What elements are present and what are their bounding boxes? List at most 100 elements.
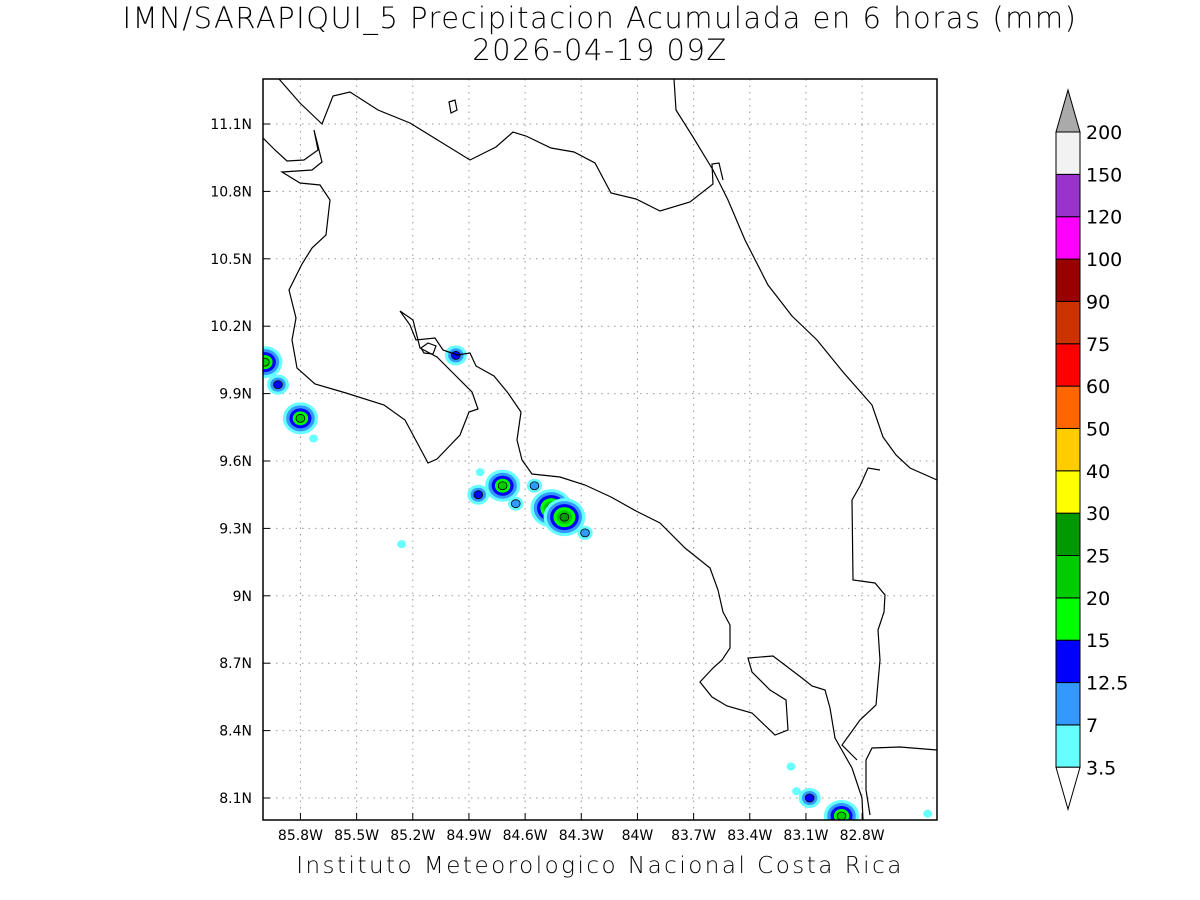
- colorbar-swatch: [1055, 427, 1081, 472]
- lon-tick-label: 82.8W: [840, 828, 885, 844]
- precip-band: [497, 481, 508, 491]
- lat-tick-label: 9.3N: [219, 521, 252, 537]
- precipitation-field: [263, 345, 933, 820]
- precip-cell: [526, 478, 543, 493]
- precip-cell: [467, 484, 490, 505]
- precip-cell: [798, 788, 821, 808]
- precip-band: [792, 787, 801, 796]
- colorbar-swatch: [1055, 682, 1081, 726]
- border-costa-rica-panama: [841, 467, 886, 761]
- precip-cell: [282, 402, 319, 435]
- lat-tick-label: 8.1N: [219, 791, 252, 807]
- colorbar-swatch: [1055, 470, 1081, 514]
- coastline-panama-border: [865, 746, 937, 816]
- precip-band: [309, 434, 318, 443]
- precip-band: [580, 528, 590, 538]
- colorbar-swatch: [1055, 639, 1081, 684]
- precip-band: [559, 512, 570, 522]
- lon-tick-label: 84.9W: [446, 828, 491, 844]
- island-lake-nicaragua: [448, 99, 458, 114]
- lon-tick-label: 85.5W: [334, 828, 379, 844]
- lat-tick-label: 9.9N: [219, 387, 252, 403]
- lon-tick-label: 85.8W: [278, 828, 323, 844]
- lat-tick-label: 9N: [233, 589, 252, 605]
- coastline-pacific-north: [263, 129, 864, 820]
- precip-cell: [263, 346, 283, 379]
- precip-cell: [309, 434, 318, 443]
- lat-tick-label: 10.5N: [210, 252, 252, 268]
- colorbar-label: 50: [1086, 418, 1110, 440]
- lat-tick-label: 10.2N: [210, 319, 252, 335]
- coastline-caribbean: [673, 79, 937, 481]
- colorbar-swatch: [1055, 173, 1081, 218]
- precip-band: [923, 809, 933, 818]
- colorbar-label: 20: [1086, 588, 1110, 610]
- colorbar-label: 7: [1086, 715, 1098, 737]
- lon-tick-label: 84.6W: [503, 828, 548, 844]
- colorbar-label: 100: [1086, 249, 1122, 271]
- map-frame: [262, 78, 938, 821]
- coastlines: [263, 79, 937, 820]
- precip-cell: [508, 496, 524, 511]
- colorbar-swatch: [1055, 724, 1081, 768]
- precip-cell: [475, 468, 485, 477]
- colorbar-label: 3.5: [1086, 757, 1116, 779]
- colorbar-label: 30: [1086, 503, 1110, 525]
- precip-band: [273, 380, 283, 390]
- precip-band: [836, 811, 847, 820]
- latitude-tick-labels: 11.1N 10.8N 10.5N 10.2N 9.9N 9.6N 9.3N 9N 8.7N 8.…: [210, 117, 252, 807]
- precip-cell: [397, 540, 406, 549]
- precip-cell: [444, 345, 467, 366]
- longitude-tick-labels: 85.8W 85.5W 85.2W 84.9W 84.6W 84.3W 84W 83.7W 83…: [278, 828, 885, 844]
- colorbar-label: 120: [1086, 207, 1122, 229]
- precip-cell: [577, 525, 593, 540]
- colorbar-label: 40: [1086, 461, 1110, 483]
- lon-tick-label: 83.1W: [783, 828, 828, 844]
- precip-cell: [792, 787, 801, 796]
- colorbar-swatch: [1055, 131, 1081, 175]
- lon-tick-label: 83.4W: [727, 828, 772, 844]
- lat-tick-label: 10.8N: [210, 184, 252, 200]
- colorbar-swatch: [1055, 216, 1081, 260]
- lat-tick-label: 11.1N: [210, 117, 252, 133]
- gridlines: [263, 79, 937, 820]
- colorbar-swatch: [1055, 300, 1081, 345]
- lat-tick-label: 9.6N: [219, 454, 252, 470]
- precip-band: [510, 499, 521, 509]
- colorbar-label: 150: [1086, 164, 1122, 186]
- precip-band: [475, 468, 485, 477]
- precip-cell: [923, 809, 933, 818]
- colorbar-swatch: [1055, 597, 1081, 641]
- colorbar-label: 75: [1086, 334, 1110, 356]
- colorbar-label: 60: [1086, 376, 1110, 398]
- precip-cell: [485, 469, 521, 502]
- colorbar-swatch: [1055, 512, 1081, 557]
- precip-cell: [543, 498, 586, 537]
- lon-tick-label: 83.7W: [671, 828, 716, 844]
- lon-tick-label: 84W: [622, 828, 654, 844]
- precip-band: [529, 481, 540, 491]
- colorbar-label: 12.5: [1086, 673, 1128, 695]
- precip-cell: [266, 374, 289, 395]
- colorbar-label: 200: [1086, 122, 1122, 144]
- chart-subtitle-date: 2026-04-19 09Z: [472, 33, 728, 67]
- chart-title: IMN/SARAPIQUI_5 Precipitacion Acumulada …: [122, 1, 1078, 35]
- precip-band: [786, 762, 796, 771]
- precip-band: [263, 357, 270, 367]
- precip-band: [295, 413, 306, 423]
- colorbar-label: 15: [1086, 630, 1110, 652]
- colorbar-swatch: [1055, 385, 1081, 429]
- footer-credit: Instituto Meteorologico Nacional Costa R…: [296, 853, 904, 879]
- colorbar-swatch: [1055, 258, 1081, 302]
- lat-tick-label: 8.7N: [219, 656, 252, 672]
- precip-band: [397, 540, 406, 549]
- precip-cell: [823, 799, 860, 820]
- precip-band: [473, 490, 484, 500]
- lon-tick-label: 85.2W: [390, 828, 435, 844]
- colorbar-label: 90: [1086, 291, 1110, 313]
- island-gulf-nicoya: [420, 342, 437, 355]
- colorbar-upper-arrow: [1055, 88, 1081, 133]
- lat-tick-label: 8.4N: [219, 724, 252, 740]
- colorbar-lower-arrow: [1055, 766, 1081, 812]
